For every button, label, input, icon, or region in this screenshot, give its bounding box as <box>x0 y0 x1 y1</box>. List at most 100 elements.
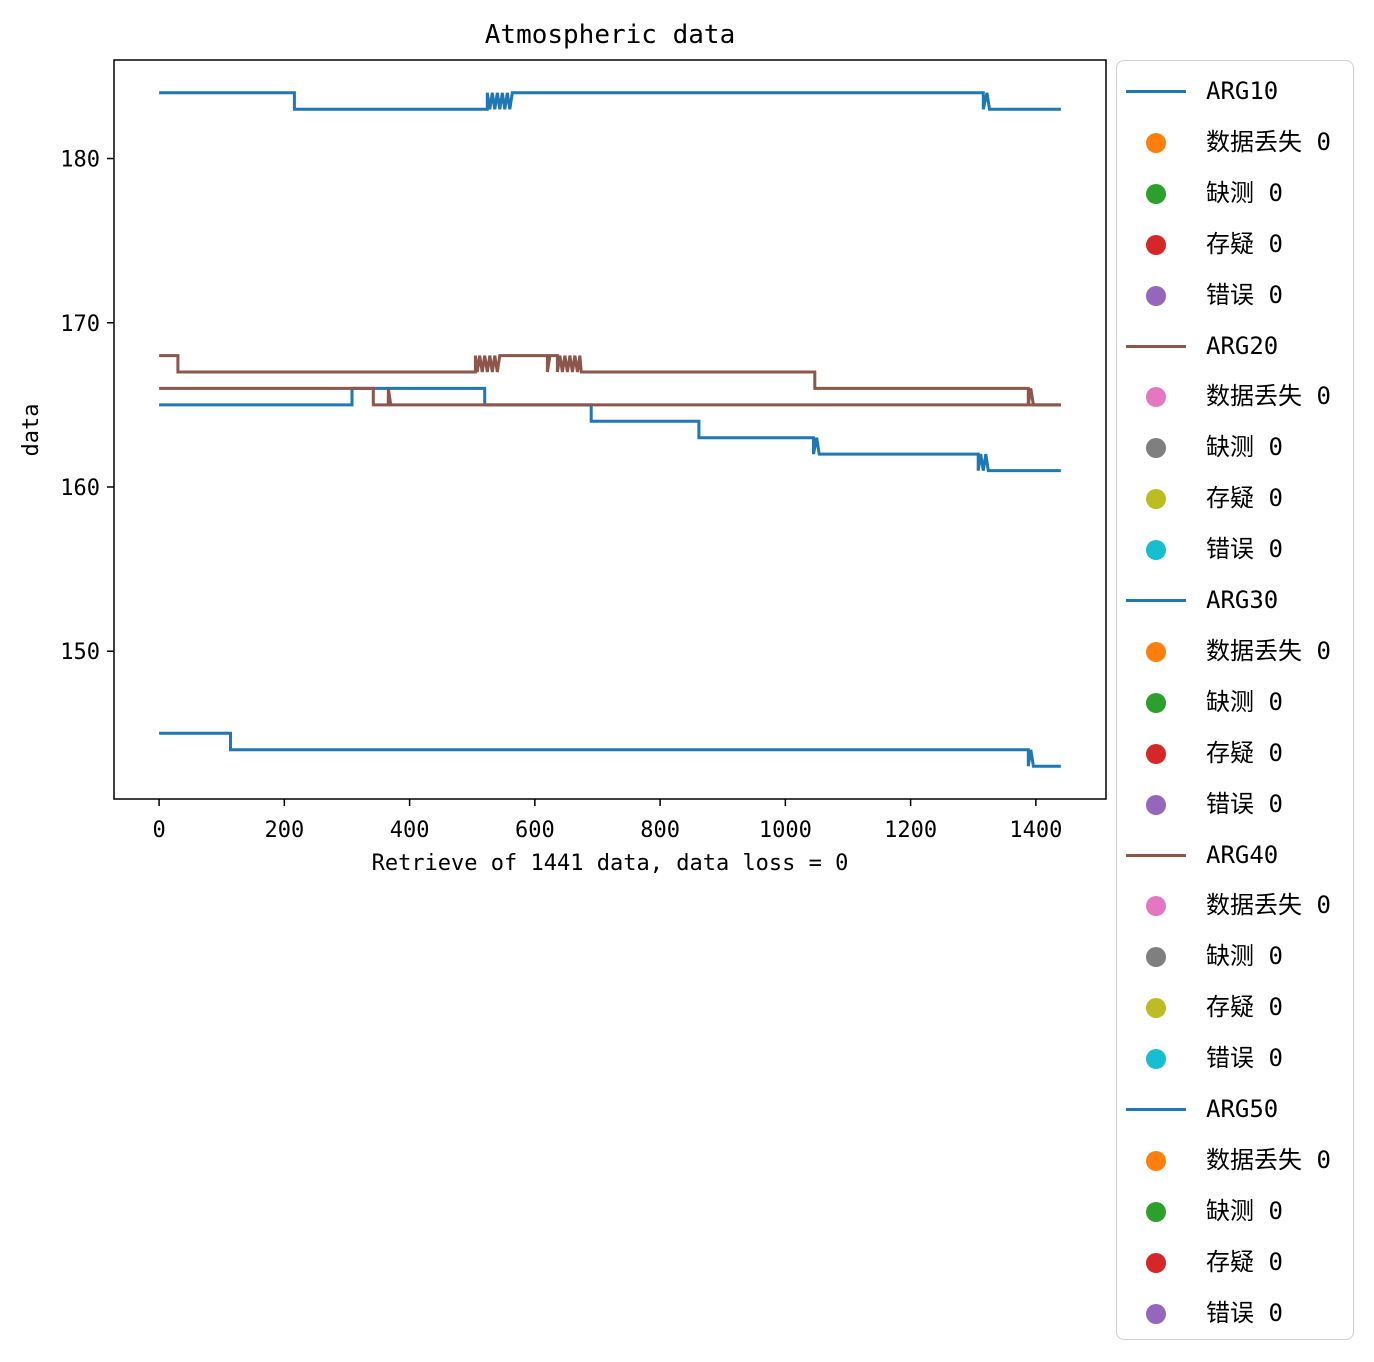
legend-item: 数据丢失 0 <box>1117 881 1353 931</box>
legend-dot-swatch <box>1146 1049 1166 1070</box>
legend-label: ARG30 <box>1206 586 1279 614</box>
legend-dot-swatch <box>1146 794 1166 815</box>
legend-item: ARG30 <box>1117 576 1353 626</box>
legend-label: 数据丢失 0 <box>1206 1145 1331 1174</box>
x-tick-label: 1400 <box>1009 818 1062 843</box>
series-line-arg30 <box>159 386 1061 473</box>
legend-dot-swatch <box>1146 1252 1166 1273</box>
x-axis: 0 200 400 600 800 1000 1200 1400 <box>152 799 1062 843</box>
y-axis-label: data <box>19 404 44 457</box>
legend-label: 缺测 0 <box>1206 687 1283 716</box>
legend-label: 数据丢失 0 <box>1206 382 1331 411</box>
legend-item: 错误 0 <box>1117 271 1353 321</box>
legend-item: ARG10 <box>1117 67 1353 117</box>
legend-dot-swatch <box>1146 947 1166 968</box>
x-tick-label: 1200 <box>884 818 937 843</box>
legend-item: 错误 0 <box>1117 780 1353 830</box>
legend-label: 错误 0 <box>1206 789 1283 818</box>
legend-label: 缺测 0 <box>1206 433 1283 462</box>
legend-item: 缺测 0 <box>1117 169 1353 219</box>
legend-item: 数据丢失 0 <box>1117 118 1353 168</box>
x-axis-label: Retrieve of 1441 data, data loss = 0 <box>372 851 849 876</box>
chart-title: Atmospheric data <box>485 20 735 50</box>
legend-dot-swatch <box>1146 896 1166 917</box>
legend-label: 缺测 0 <box>1206 942 1283 971</box>
legend-label: 错误 0 <box>1206 280 1283 309</box>
legend-label: ARG20 <box>1206 331 1279 360</box>
plot-frame <box>113 59 1107 800</box>
legend-dot-swatch <box>1146 387 1166 408</box>
legend-item: ARG50 <box>1117 1085 1353 1135</box>
legend-label: 存疑 0 <box>1206 993 1283 1022</box>
series-line-arg40 <box>159 386 1061 407</box>
legend-item: 错误 0 <box>1117 1034 1353 1084</box>
legend-label: 错误 0 <box>1206 535 1283 564</box>
legend-line-swatch <box>1126 599 1186 602</box>
x-tick-label: 600 <box>515 818 555 843</box>
legend-item: 缺测 0 <box>1117 678 1353 728</box>
legend-line-swatch <box>1126 1108 1186 1111</box>
legend: ARG10 数据丢失 0 缺测 0 存疑 0 错误 0 ARG20 数据丢失 0 缺测 0 存疑… <box>1116 60 1354 1340</box>
plot-area <box>159 91 1061 768</box>
legend-label: 错误 0 <box>1206 1298 1283 1327</box>
x-tick-label: 1000 <box>759 818 812 843</box>
legend-line-swatch <box>1126 344 1186 348</box>
y-tick-label: 170 <box>60 312 100 337</box>
series-line-arg10 <box>159 91 1061 111</box>
legend-item: ARG20 <box>1117 322 1353 372</box>
legend-label: ARG10 <box>1206 77 1279 105</box>
legend-label: ARG50 <box>1206 1095 1279 1123</box>
legend-label: 存疑 0 <box>1206 738 1283 767</box>
legend-dot-swatch <box>1146 1303 1166 1324</box>
x-tick-label: 800 <box>640 818 680 843</box>
x-tick-label: 0 <box>152 818 165 843</box>
legend-item: 错误 0 <box>1117 525 1353 575</box>
legend-item: 存疑 0 <box>1117 1238 1353 1288</box>
legend-label: 数据丢失 0 <box>1206 636 1331 665</box>
legend-item: 错误 0 <box>1117 1289 1353 1339</box>
legend-item: 数据丢失 0 <box>1117 1136 1353 1186</box>
y-tick-label: 180 <box>60 148 100 173</box>
legend-dot-swatch <box>1146 692 1166 713</box>
legend-item: 存疑 0 <box>1117 983 1353 1033</box>
legend-line-swatch <box>1126 853 1186 857</box>
legend-dot-swatch <box>1146 743 1166 764</box>
legend-dot-swatch <box>1146 540 1166 561</box>
legend-item: ARG40 <box>1117 831 1353 881</box>
legend-label: 错误 0 <box>1206 1044 1283 1073</box>
x-tick-label: 200 <box>264 818 304 843</box>
x-tick-label: 400 <box>390 818 430 843</box>
series-line-arg20 <box>159 354 1061 407</box>
legend-label: 数据丢失 0 <box>1206 891 1331 920</box>
legend-line-swatch <box>1126 90 1186 93</box>
series-line-arg50 <box>159 731 1061 768</box>
legend-dot-swatch <box>1146 132 1166 153</box>
legend-dot-swatch <box>1146 285 1166 306</box>
y-tick-label: 150 <box>60 640 100 665</box>
legend-label: 存疑 0 <box>1206 229 1283 258</box>
legend-dot-swatch <box>1146 1201 1166 1222</box>
legend-label: 数据丢失 0 <box>1206 127 1331 156</box>
legend-dot-swatch <box>1146 998 1166 1019</box>
legend-dot-swatch <box>1146 183 1166 204</box>
legend-dot-swatch <box>1146 489 1166 510</box>
legend-dot-swatch <box>1146 1150 1166 1171</box>
legend-dot-swatch <box>1146 438 1166 459</box>
legend-item: 缺测 0 <box>1117 1187 1353 1237</box>
legend-item: 存疑 0 <box>1117 220 1353 270</box>
legend-item: 缺测 0 <box>1117 423 1353 473</box>
legend-item: 数据丢失 0 <box>1117 372 1353 422</box>
legend-item: 存疑 0 <box>1117 729 1353 779</box>
legend-label: 存疑 0 <box>1206 484 1283 513</box>
legend-label: 存疑 0 <box>1206 1247 1283 1276</box>
y-axis: 150 160 170 180 <box>60 148 114 665</box>
legend-dot-swatch <box>1146 234 1166 255</box>
legend-item: 缺测 0 <box>1117 932 1353 982</box>
y-tick-label: 160 <box>60 476 100 501</box>
legend-item: 数据丢失 0 <box>1117 627 1353 677</box>
legend-label: ARG40 <box>1206 840 1279 869</box>
legend-label: 缺测 0 <box>1206 178 1283 207</box>
legend-label: 缺测 0 <box>1206 1196 1283 1225</box>
legend-dot-swatch <box>1146 641 1166 662</box>
